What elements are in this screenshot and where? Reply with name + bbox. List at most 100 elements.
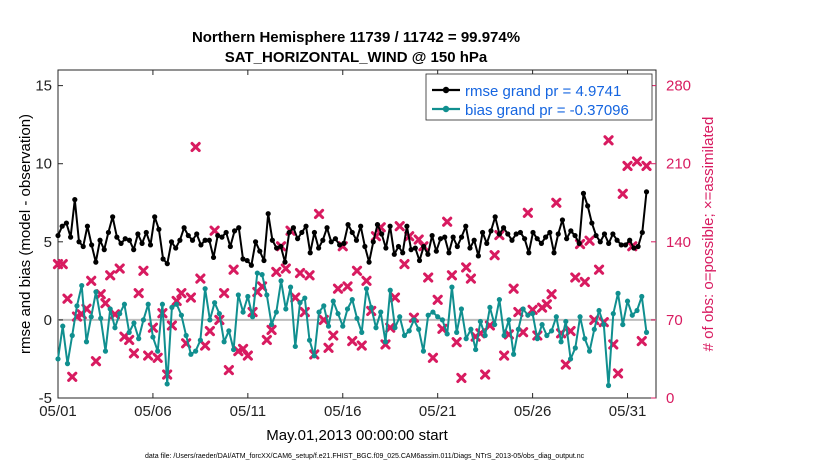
bias-point: [117, 311, 123, 317]
obs-marker: [280, 263, 291, 274]
rmse-point: [576, 240, 582, 246]
bias-point: [586, 348, 593, 354]
rmse-point: [505, 231, 511, 237]
rmse-point: [349, 229, 355, 236]
rmse-point: [454, 243, 460, 250]
rmse-point: [580, 190, 587, 196]
rmse-point: [156, 226, 162, 232]
rmse-point: [286, 229, 292, 236]
bias-point: [297, 300, 303, 306]
bias-point: [330, 298, 336, 304]
bias-point: [534, 336, 540, 342]
rmse-point: [164, 261, 170, 267]
obs-marker: [185, 292, 196, 303]
bias-point: [231, 346, 237, 353]
obs-marker: [133, 288, 144, 299]
rmse-point: [488, 228, 494, 234]
bias-point: [444, 331, 450, 337]
rmse-point: [122, 236, 128, 242]
rmse-point: [479, 229, 486, 236]
bias-point: [178, 312, 184, 318]
bias-point: [553, 314, 559, 320]
obs-marker: [508, 283, 519, 294]
bias-point: [378, 309, 384, 315]
bias-point: [397, 314, 403, 320]
obs-marker: [560, 359, 571, 370]
y-right-tick-label: 70: [666, 312, 683, 329]
bias-point: [416, 326, 422, 332]
bias-point: [477, 318, 483, 325]
rmse-point: [643, 189, 650, 195]
rmse-point: [564, 236, 570, 242]
bias-point: [107, 306, 113, 312]
obs-marker: [389, 292, 401, 303]
obs-marker: [351, 265, 363, 276]
bias-point: [193, 348, 199, 354]
obs-marker: [86, 275, 97, 286]
obs-marker: [446, 270, 458, 281]
legend-rmse-label: rmse grand pr = 4.9741: [465, 83, 621, 100]
bias-series: [55, 270, 650, 389]
obs-marker: [114, 263, 125, 274]
rmse-point: [442, 234, 448, 240]
rmse-point: [282, 259, 288, 265]
obs-marker: [361, 275, 372, 286]
rmse-point: [635, 243, 641, 250]
rmse-point: [135, 231, 141, 237]
bias-point: [311, 353, 317, 359]
x-tick-label: 05/16: [324, 403, 362, 420]
bias-point: [292, 343, 298, 350]
rmse-point: [622, 242, 629, 248]
rmse-point: [530, 229, 536, 236]
obs-marker: [356, 340, 367, 351]
bias-point: [74, 303, 80, 309]
obs-marker: [593, 264, 605, 275]
bias-point: [363, 286, 370, 292]
y-right-tick-label: 0: [666, 390, 674, 407]
bias-point: [420, 348, 427, 354]
rmse-point: [265, 211, 271, 217]
obs-marker: [290, 292, 301, 303]
bias-point: [615, 290, 621, 296]
rmse-point: [311, 229, 318, 236]
obs-marker: [442, 216, 453, 227]
bias-point: [340, 323, 346, 329]
y-axis-label: rmse and bias (model - observation): [17, 114, 34, 354]
bias-point: [212, 300, 218, 306]
rmse-point: [345, 222, 351, 228]
rmse-point: [408, 247, 414, 253]
bias-point: [226, 328, 232, 334]
chart-subtitle: SAT_HORIZONTAL_WIND @ 150 hPa: [225, 49, 488, 66]
bias-point: [287, 284, 294, 290]
rmse-point: [110, 214, 116, 220]
obs-marker: [242, 350, 253, 361]
obs-marker: [636, 336, 647, 347]
bias-point: [511, 351, 517, 357]
rmse-point: [639, 229, 645, 236]
obs-marker: [166, 320, 178, 331]
y-tick-label: 0: [44, 312, 52, 329]
rmse-point: [471, 237, 477, 243]
rmse-point: [568, 228, 574, 234]
rmse-point: [526, 250, 532, 256]
rmse-point: [63, 220, 70, 226]
bias-point: [359, 329, 365, 335]
rmse-point: [395, 243, 402, 250]
rmse-point: [89, 242, 95, 248]
obs-marker: [631, 156, 643, 167]
bias-point: [188, 351, 194, 357]
rmse-point: [458, 234, 465, 240]
obs-marker: [204, 325, 215, 337]
rmse-point: [433, 248, 439, 254]
rmse-point: [589, 220, 595, 226]
legend-bias-label: bias grand pr = -0.37096: [465, 102, 629, 119]
obs-marker: [617, 188, 628, 199]
obs-marker: [332, 283, 344, 294]
footnote: data file: /Users/raeder/DAI/ATM_forcXX/…: [145, 453, 585, 460]
bias-point: [112, 325, 118, 331]
x-tick-label: 05/31: [609, 403, 647, 420]
bias-point: [140, 317, 147, 323]
bias-point: [373, 325, 379, 331]
rmse-point: [341, 240, 347, 246]
